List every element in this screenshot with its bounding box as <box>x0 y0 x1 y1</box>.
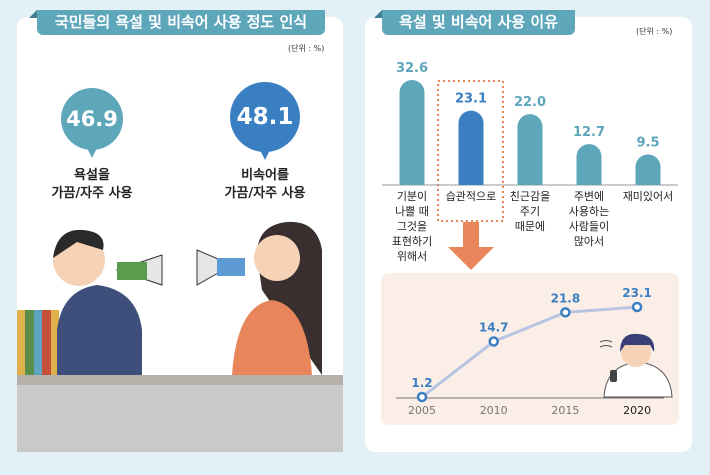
bubble-swearing: 46.9 <box>61 88 123 158</box>
bar-category-label: 주변에 <box>574 190 604 203</box>
illustration-people-megaphones <box>17 221 343 452</box>
right-title: 욕설 및 비속어 사용 이유 <box>374 10 575 35</box>
line-point <box>416 391 428 403</box>
bar-category-label: 때문에 <box>515 220 545 233</box>
bar-category-label: 사람들이 <box>569 220 609 233</box>
line-value-label: 23.1 <box>622 286 652 300</box>
highlight-box <box>437 80 504 222</box>
bar-value-label: 12.7 <box>573 125 605 140</box>
bar <box>576 144 602 185</box>
x-tick-label: 2005 <box>408 404 436 417</box>
x-tick-label: 2010 <box>480 404 508 417</box>
bar-category-label: 그것을 <box>397 220 427 233</box>
bubble-slang: 48.1 <box>230 82 300 160</box>
left-title: 국민들의 욕설 및 비속어 사용 정도 인식 <box>29 10 325 35</box>
right-unit: (단위 : %) <box>636 27 673 36</box>
x-tick-label: 2015 <box>551 404 579 417</box>
girl-illustration <box>599 333 673 398</box>
line-chart-panel <box>381 273 679 425</box>
bar-category-label: 주기 <box>520 205 540 218</box>
bar-category-label: 친근감을 <box>510 190 550 203</box>
bar-category-label: 기분이 <box>397 190 427 203</box>
left-unit: (단위 : %) <box>288 44 325 53</box>
bar-category-label: 위해서 <box>397 249 427 263</box>
bar-value-label: 22.0 <box>514 95 546 110</box>
label-slang: 비속어를 가끔/자주 사용 <box>224 168 306 201</box>
bar-value-label: 32.6 <box>396 61 428 76</box>
bar <box>635 154 661 185</box>
line-series <box>421 305 638 399</box>
arrow-down-icon <box>448 222 494 270</box>
bar-category-label: 나쁠 때 <box>395 205 429 218</box>
bar <box>399 80 425 185</box>
x-tick-label: 2020 <box>623 404 651 417</box>
line-point <box>631 301 643 313</box>
bar-value-label: 9.5 <box>636 135 659 150</box>
bar-category-label: 사용하는 <box>569 204 609 218</box>
bar-category-label: 습관적으로 <box>446 190 497 203</box>
bar-category-label: 표현하기 <box>392 234 432 248</box>
line-point <box>560 307 571 318</box>
bar <box>517 114 543 185</box>
line-value-label: 1.2 <box>411 376 432 390</box>
bar <box>458 110 484 185</box>
bar-category-label: 재미있어서 <box>623 190 674 203</box>
line-value-label: 21.8 <box>551 291 581 305</box>
line-value-label: 14.7 <box>479 321 509 335</box>
bar-value-label: 23.1 <box>455 92 487 107</box>
label-swearing: 욕설을 가끔/자주 사용 <box>51 168 133 201</box>
bar-category-label: 많아서 <box>574 235 604 248</box>
line-point <box>488 336 499 347</box>
